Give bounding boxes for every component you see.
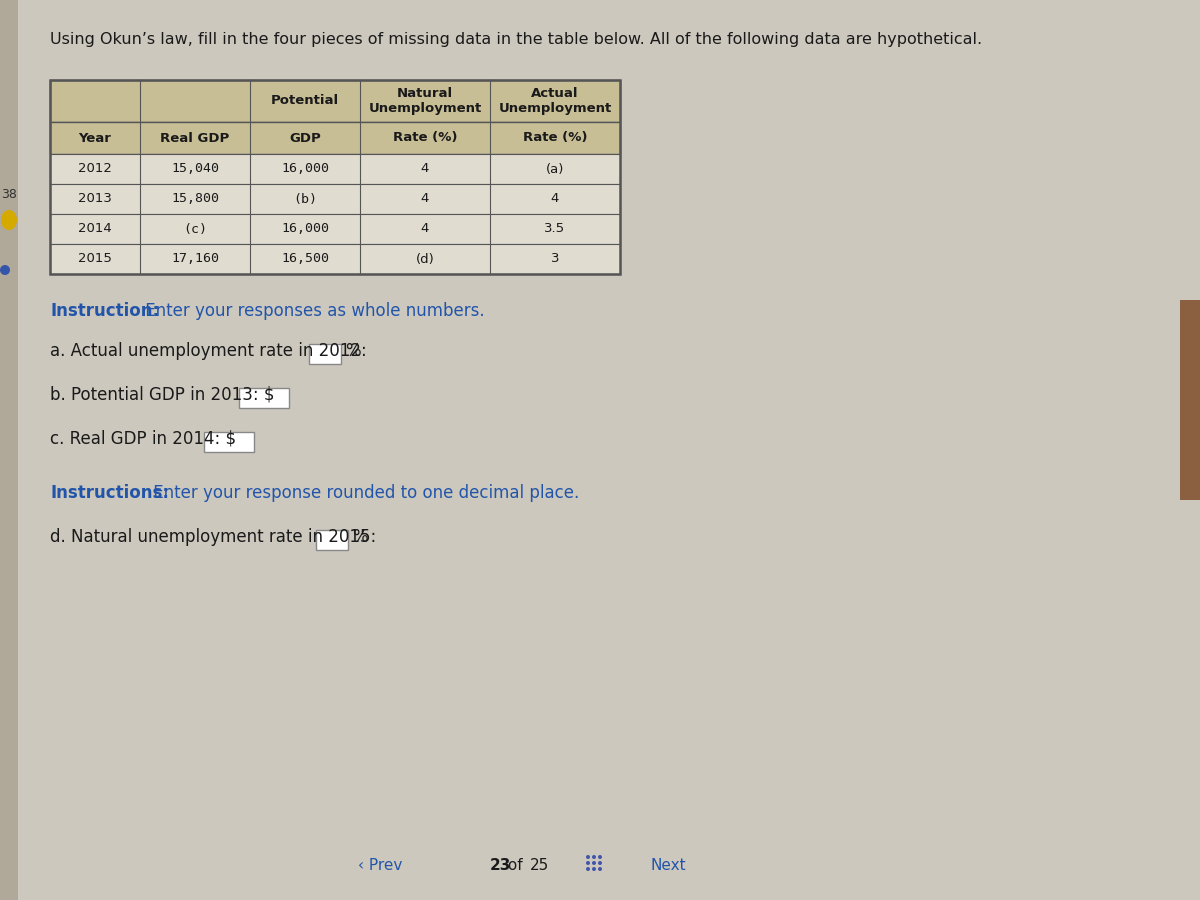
Circle shape bbox=[586, 861, 590, 865]
Text: Potential: Potential bbox=[271, 94, 340, 107]
Text: Natural
Unemployment: Natural Unemployment bbox=[368, 87, 481, 115]
Text: 15,800: 15,800 bbox=[172, 193, 220, 205]
Bar bbox=[204, 432, 254, 452]
Text: b. Potential GDP in 2013: $: b. Potential GDP in 2013: $ bbox=[50, 386, 275, 404]
Text: 2014: 2014 bbox=[78, 222, 112, 236]
Text: GDP: GDP bbox=[289, 131, 320, 145]
Text: 17,160: 17,160 bbox=[172, 253, 220, 266]
Circle shape bbox=[586, 867, 590, 871]
Text: 2012: 2012 bbox=[78, 163, 112, 176]
Text: Actual
Unemployment: Actual Unemployment bbox=[498, 87, 612, 115]
Text: 15,040: 15,040 bbox=[172, 163, 220, 176]
Text: of: of bbox=[503, 858, 528, 872]
Text: c. Real GDP in 2014: $: c. Real GDP in 2014: $ bbox=[50, 430, 236, 448]
Bar bbox=[50, 214, 620, 244]
Text: 16,500: 16,500 bbox=[281, 253, 329, 266]
Text: 2015: 2015 bbox=[78, 253, 112, 266]
Circle shape bbox=[598, 855, 602, 859]
Text: 4: 4 bbox=[421, 222, 430, 236]
Text: 25: 25 bbox=[530, 858, 550, 872]
Text: (d): (d) bbox=[415, 253, 434, 266]
Circle shape bbox=[592, 855, 596, 859]
Text: 16,000: 16,000 bbox=[281, 163, 329, 176]
Text: 23: 23 bbox=[490, 858, 511, 872]
Text: Enter your response rounded to one decimal place.: Enter your response rounded to one decim… bbox=[148, 484, 578, 502]
Bar bbox=[310, 344, 341, 364]
Text: 4: 4 bbox=[421, 163, 430, 176]
Ellipse shape bbox=[1, 210, 17, 230]
Text: 16,000: 16,000 bbox=[281, 222, 329, 236]
Text: d. Natural unemployment rate in 2015:: d. Natural unemployment rate in 2015: bbox=[50, 528, 382, 546]
Bar bbox=[1180, 300, 1200, 500]
Text: a. Actual unemployment rate in 2012:: a. Actual unemployment rate in 2012: bbox=[50, 342, 372, 360]
Bar bbox=[0, 0, 18, 900]
Text: %: % bbox=[346, 342, 361, 360]
Text: 3: 3 bbox=[551, 253, 559, 266]
Text: (c): (c) bbox=[182, 222, 208, 236]
Circle shape bbox=[0, 265, 10, 275]
Bar bbox=[50, 122, 620, 154]
Text: 4: 4 bbox=[551, 193, 559, 205]
Text: Using Okun’s law, fill in the four pieces of missing data in the table below. Al: Using Okun’s law, fill in the four piece… bbox=[50, 32, 982, 47]
Text: Rate (%): Rate (%) bbox=[392, 131, 457, 145]
Text: Instruction:: Instruction: bbox=[50, 302, 160, 320]
Text: (a): (a) bbox=[546, 163, 564, 176]
Circle shape bbox=[586, 855, 590, 859]
Circle shape bbox=[592, 867, 596, 871]
Bar bbox=[50, 244, 620, 274]
Circle shape bbox=[592, 861, 596, 865]
Text: 2013: 2013 bbox=[78, 193, 112, 205]
Bar bbox=[50, 80, 620, 274]
Text: Next: Next bbox=[650, 858, 685, 872]
Text: 3.5: 3.5 bbox=[545, 222, 565, 236]
Bar bbox=[50, 80, 620, 122]
Bar bbox=[239, 388, 289, 408]
Text: 4: 4 bbox=[421, 193, 430, 205]
Text: Instructions:: Instructions: bbox=[50, 484, 169, 502]
Bar bbox=[50, 154, 620, 184]
Bar bbox=[50, 184, 620, 214]
Text: (b): (b) bbox=[293, 193, 317, 205]
Text: ‹ Prev: ‹ Prev bbox=[358, 858, 402, 872]
Text: 38: 38 bbox=[1, 188, 17, 202]
Circle shape bbox=[598, 861, 602, 865]
Text: %: % bbox=[352, 528, 367, 546]
Circle shape bbox=[598, 867, 602, 871]
Bar bbox=[316, 530, 348, 550]
Text: Year: Year bbox=[78, 131, 112, 145]
Text: Enter your responses as whole numbers.: Enter your responses as whole numbers. bbox=[140, 302, 485, 320]
Text: Real GDP: Real GDP bbox=[161, 131, 229, 145]
Text: Rate (%): Rate (%) bbox=[523, 131, 587, 145]
